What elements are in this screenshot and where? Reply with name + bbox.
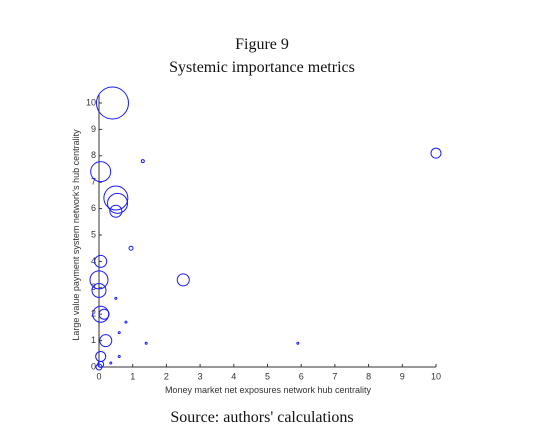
y-tick-label: 4 (91, 256, 96, 266)
x-tick-label: 7 (332, 371, 337, 381)
y-tick-label: 6 (91, 203, 96, 213)
x-tick-label: 0 (96, 371, 101, 381)
x-axis-label: Money market net exposures network hub c… (165, 385, 372, 395)
x-tick-label: 2 (164, 371, 169, 381)
y-tick-label: 8 (91, 150, 96, 160)
bubble (99, 334, 113, 348)
y-tick-label: 0 (91, 361, 96, 371)
bubble (124, 320, 128, 324)
bubble (95, 350, 107, 362)
y-tick-label: 9 (91, 124, 96, 134)
y-tick-label: 7 (91, 177, 96, 187)
bubble (117, 331, 121, 335)
source-note: Source: authors' calculations (170, 409, 353, 426)
x-tick-label: 5 (265, 371, 270, 381)
bubble (109, 361, 113, 365)
bubble (114, 296, 118, 300)
x-tick-label: 10 (431, 371, 441, 381)
bubble (95, 86, 129, 120)
y-tick-label: 2 (91, 309, 96, 319)
y-tick-label: 1 (91, 335, 96, 345)
x-tick-label: 3 (198, 371, 203, 381)
x-tick-label: 8 (366, 371, 371, 381)
bubble (144, 341, 148, 345)
y-axis-label: Large value payment system network's hub… (71, 129, 81, 341)
chart-subtitle: Systemic importance metrics (169, 59, 355, 76)
y-tick-label: 5 (91, 229, 96, 239)
x-tick-label: 9 (400, 371, 405, 381)
bubble (296, 341, 300, 345)
bubble (430, 147, 442, 159)
y-tick-label: 10 (86, 97, 96, 107)
bubble (107, 192, 129, 214)
bubble (109, 204, 123, 218)
bubble (95, 363, 103, 371)
x-tick-label: 4 (231, 371, 236, 381)
chart-title: Figure 9 (235, 36, 289, 53)
bubble (91, 282, 107, 298)
bubble (117, 354, 121, 358)
bubble (128, 245, 134, 251)
bubble (94, 254, 108, 268)
bubble (140, 159, 145, 164)
x-tick-label: 1 (130, 371, 135, 381)
bubble (89, 270, 109, 290)
bubble (98, 308, 110, 320)
bubble (103, 185, 129, 211)
x-tick-label: 6 (299, 371, 304, 381)
bubble (176, 273, 190, 287)
bubble (90, 161, 112, 183)
